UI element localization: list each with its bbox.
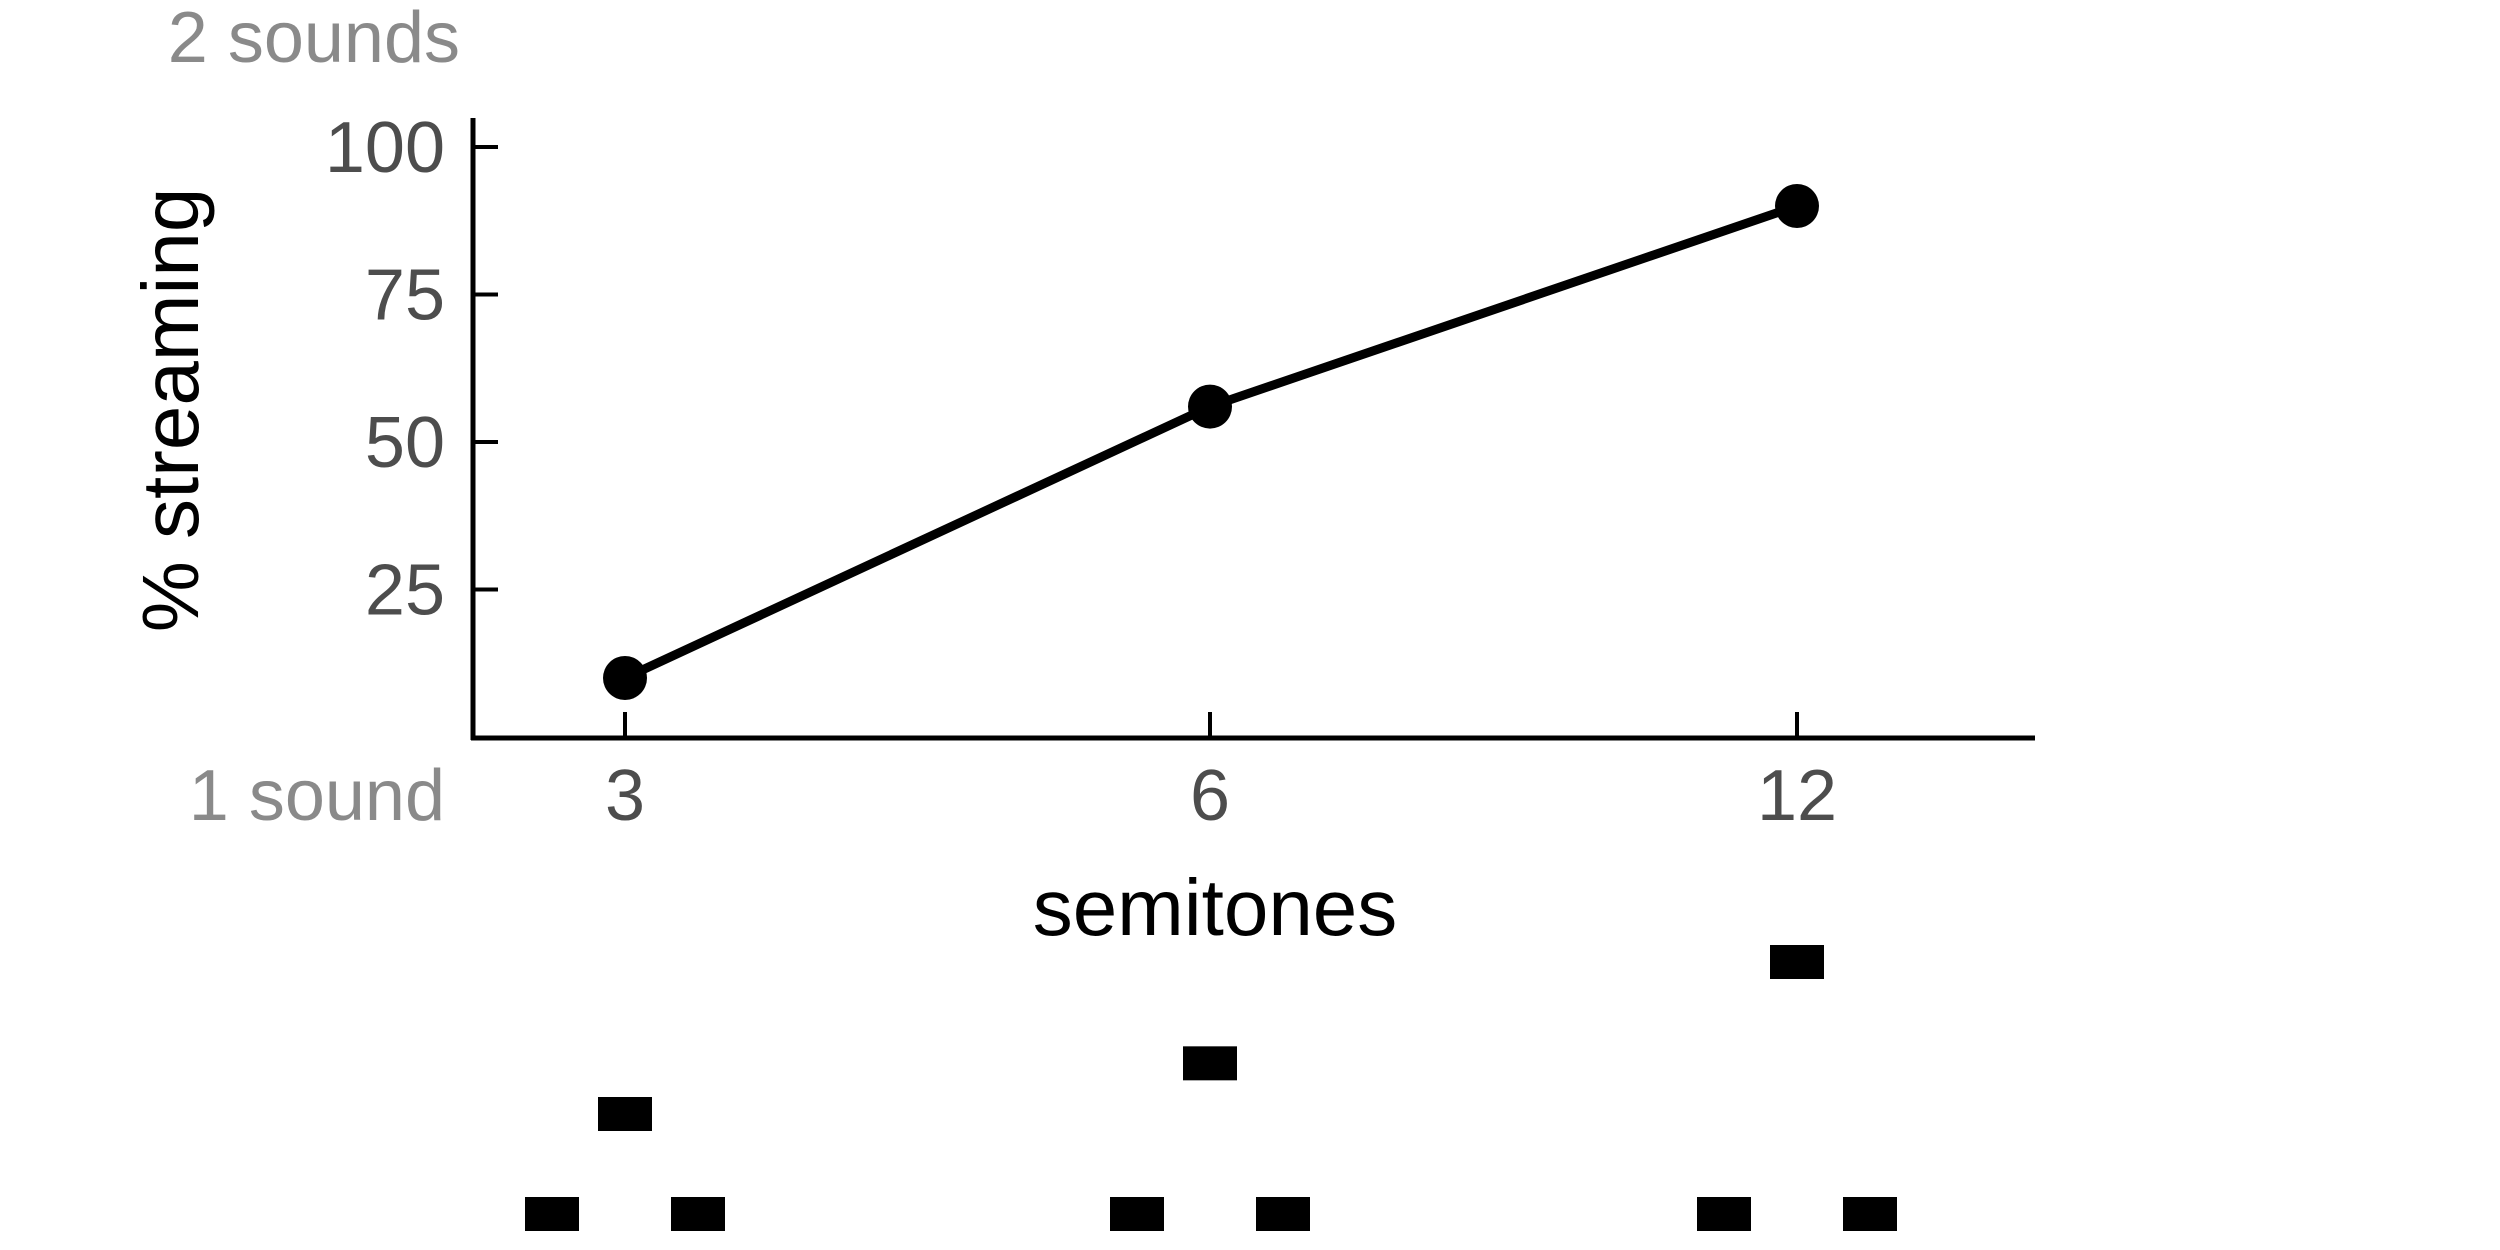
tone-pattern-6 xyxy=(1110,1046,1310,1231)
tone-low-2 xyxy=(1256,1197,1310,1231)
x-tick-label-6: 6 xyxy=(1190,756,1230,836)
y-tick-label-25: 25 xyxy=(365,551,445,631)
tone-low-1 xyxy=(525,1197,579,1231)
x-axis-label: semitones xyxy=(1033,863,1398,952)
y-axis-label: % streaming xyxy=(126,188,215,633)
x-tick-label-3: 3 xyxy=(605,756,645,836)
data-point-3 xyxy=(603,656,647,700)
tone-pattern-12 xyxy=(1697,945,1897,1231)
tone-high xyxy=(1183,1046,1237,1081)
tone-low-2 xyxy=(671,1197,725,1231)
y-tick-label-75: 75 xyxy=(365,256,445,336)
x-tick-label-12: 12 xyxy=(1757,756,1837,836)
tone-high xyxy=(598,1097,652,1131)
y-tick-label-50: 50 xyxy=(365,403,445,483)
annotation-two-sounds: 2 sounds xyxy=(168,0,460,78)
tone-low-2 xyxy=(1843,1197,1897,1231)
y-tick-label-100: 100 xyxy=(325,108,445,188)
tone-high xyxy=(1770,945,1824,979)
data-point-12 xyxy=(1775,184,1819,228)
tone-pattern-3 xyxy=(525,1097,725,1231)
tone-low-1 xyxy=(1697,1197,1751,1231)
tone-low-1 xyxy=(1110,1197,1164,1231)
annotation-one-sound: 1 sound xyxy=(189,756,445,836)
data-point-6 xyxy=(1188,384,1232,429)
series-line-0 xyxy=(623,201,1799,683)
